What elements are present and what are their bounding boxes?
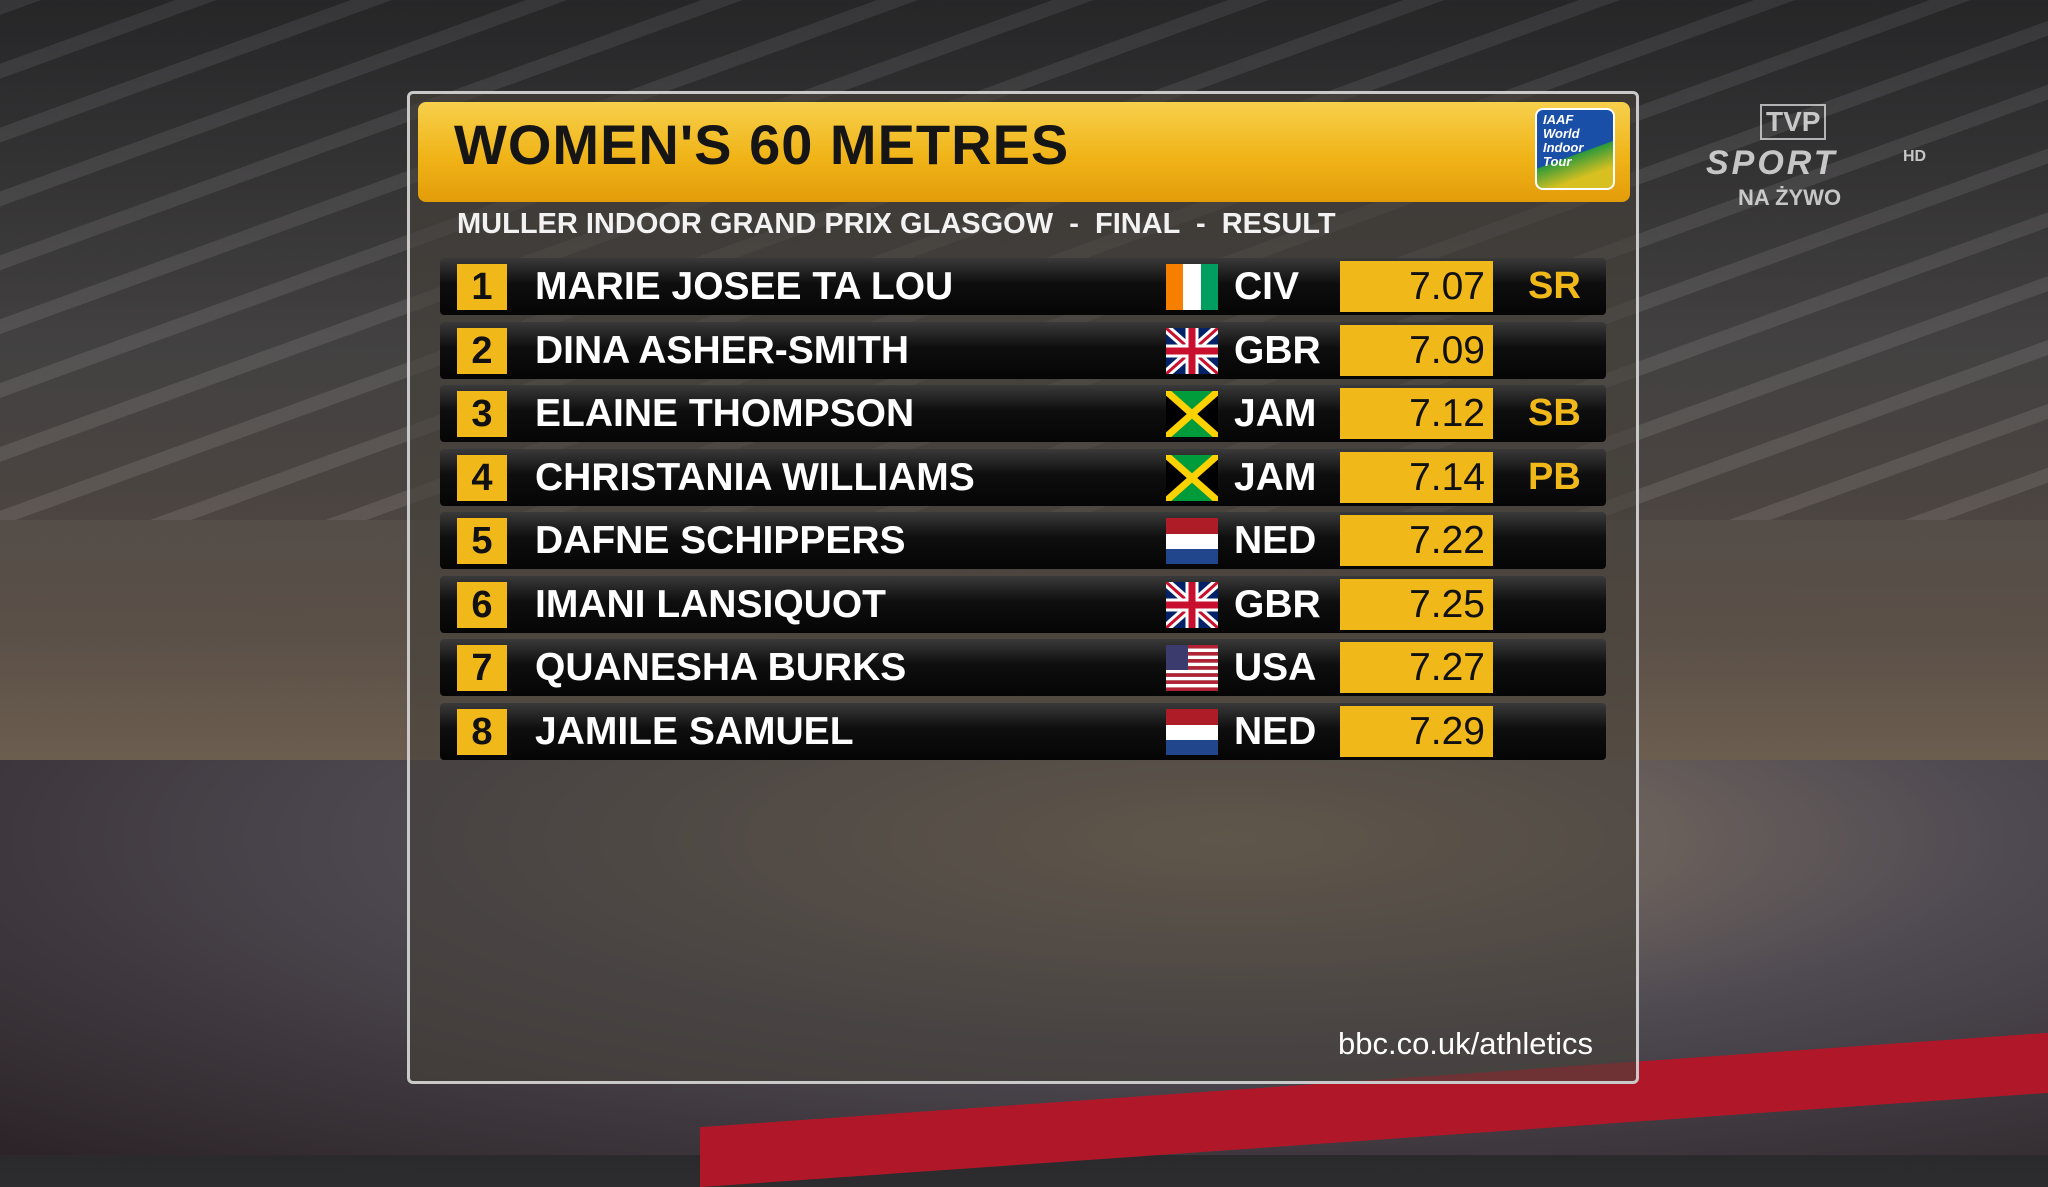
result-row: 4 CHRISTANIA WILLIAMS JAM 7.14 PB bbox=[440, 448, 1606, 506]
athlete-name: QUANESHA BURKS bbox=[535, 646, 907, 689]
rank: 8 bbox=[457, 708, 507, 755]
rank: 7 bbox=[457, 645, 507, 691]
flag bbox=[1163, 324, 1221, 379]
flag bbox=[1163, 388, 1221, 442]
athlete-name: ELAINE THOMPSON bbox=[535, 392, 915, 435]
rank: 4 bbox=[457, 454, 507, 501]
broadcaster-live: NA ŻYWO bbox=[1738, 185, 1842, 210]
logo-line: Tour bbox=[1543, 154, 1572, 169]
result-row: 6 IMANI LANSIQUOT GBR 7.25 bbox=[440, 575, 1606, 633]
result-row: 5 DAFNE SCHIPPERS NED 7.22 bbox=[440, 512, 1606, 569]
logo-text: IAAF World Indoor Tour bbox=[1537, 110, 1613, 172]
header-bar bbox=[418, 102, 1630, 202]
result-row: 7 QUANESHA BURKS USA 7.27 bbox=[440, 639, 1606, 696]
flag bbox=[1166, 645, 1218, 696]
logo-line: Indoor bbox=[1543, 140, 1584, 155]
flag bbox=[1163, 451, 1221, 506]
time: 7.14 bbox=[1340, 451, 1493, 503]
athlete-name: DAFNE SCHIPPERS bbox=[535, 519, 906, 562]
flag bbox=[1166, 264, 1218, 315]
logo-line: World bbox=[1543, 126, 1580, 141]
athlete-name: DINA ASHER-SMITH bbox=[535, 328, 910, 372]
rank: 3 bbox=[457, 391, 507, 437]
athlete-name: CHRISTANIA WILLIAMS bbox=[535, 455, 975, 499]
rank: 1 bbox=[457, 264, 507, 310]
rank: 6 bbox=[457, 581, 507, 628]
country-code: JAM bbox=[1234, 392, 1317, 435]
time: 7.25 bbox=[1340, 578, 1493, 630]
country-code: NED bbox=[1234, 519, 1317, 562]
time: 7.07 bbox=[1340, 261, 1493, 312]
time: 7.29 bbox=[1340, 705, 1493, 757]
time: 7.22 bbox=[1340, 515, 1493, 566]
result-row: 8 JAMILE SAMUEL NED 7.29 bbox=[440, 702, 1606, 760]
country-code: NED bbox=[1234, 709, 1317, 753]
country-code: JAM bbox=[1234, 455, 1317, 499]
flag bbox=[1166, 708, 1218, 760]
time: 7.09 bbox=[1340, 324, 1493, 376]
broadcaster-channel: SPORT bbox=[1706, 144, 1838, 182]
athlete-name: IMANI LANSIQUOT bbox=[535, 582, 886, 626]
athlete-name: JAMILE SAMUEL bbox=[535, 709, 854, 753]
rank: 5 bbox=[457, 518, 507, 564]
subtitle: MULLER INDOOR GRAND PRIX GLASGOW - FINAL… bbox=[457, 208, 1336, 240]
broadcaster-hd: HD bbox=[1903, 148, 1927, 165]
athlete-name: MARIE JOSEE TA LOU bbox=[535, 265, 954, 308]
title: WOMEN'S 60 METRES bbox=[454, 113, 1070, 176]
logo: IAAF World Indoor Tour bbox=[1535, 108, 1615, 190]
flag bbox=[1166, 518, 1218, 569]
country-code: CIV bbox=[1234, 265, 1300, 308]
record-note: SB bbox=[1528, 392, 1581, 434]
record-note: SR bbox=[1528, 265, 1581, 307]
flag bbox=[1163, 578, 1221, 633]
result-row: 1 MARIE JOSEE TA LOU CIV 7.07 SR bbox=[440, 258, 1606, 315]
country-code: GBR bbox=[1234, 328, 1321, 372]
result-row: 3 ELAINE THOMPSON JAM 7.12 SB bbox=[440, 385, 1606, 442]
rank: 2 bbox=[457, 327, 507, 374]
result-row: 2 DINA ASHER-SMITH GBR 7.09 bbox=[440, 321, 1606, 379]
time: 7.27 bbox=[1340, 642, 1493, 693]
logo-line: IAAF bbox=[1543, 112, 1574, 127]
country-code: GBR bbox=[1234, 582, 1321, 626]
broadcaster-name: TVP bbox=[1760, 104, 1827, 140]
time: 7.12 bbox=[1340, 388, 1493, 439]
country-code: USA bbox=[1234, 646, 1317, 689]
record-note: PB bbox=[1528, 455, 1581, 498]
footer-url: bbc.co.uk/athletics bbox=[1337, 1026, 1593, 1061]
